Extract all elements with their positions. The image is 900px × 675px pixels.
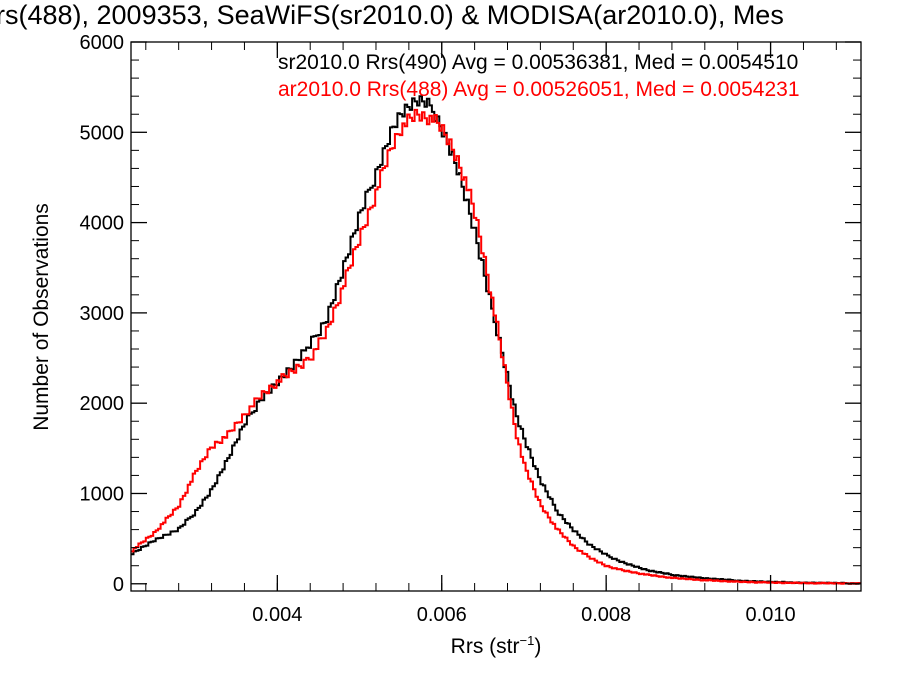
y-tick-label: 2000	[80, 393, 125, 415]
series-line-0	[131, 95, 861, 585]
plot-frame	[130, 41, 862, 592]
legend-entry-ar2010: ar2010.0 Rrs(488) Avg = 0.00526051, Med …	[278, 78, 800, 101]
y-tick-label: 5000	[80, 122, 125, 144]
plot-area: 0.004 0.006 0.008 0.010 0 1000 2000 3000 4000 500…	[80, 32, 862, 626]
axis-ticks: 0.004 0.006 0.008 0.010 0 1000 2000 3000 4000 500…	[80, 32, 861, 626]
x-axis-label: Rrs (str−1)	[451, 633, 542, 658]
x-tick-label: 0.010	[746, 604, 796, 626]
x-tick-label: 0.004	[252, 604, 302, 626]
series-layer	[131, 95, 861, 585]
y-tick-label: 4000	[80, 213, 125, 235]
chart-title: rs(488), 2009353, SeaWiFS(sr2010.0) & MO…	[0, 0, 784, 30]
legend: sr2010.0 Rrs(490) Avg = 0.00536381, Med …	[278, 51, 800, 101]
y-tick-label: 3000	[80, 303, 125, 325]
y-axis-label: Number of Observations	[30, 203, 53, 431]
legend-entry-sr2010: sr2010.0 Rrs(490) Avg = 0.00536381, Med …	[278, 51, 798, 74]
y-tick-label: 6000	[80, 32, 125, 54]
series-line-1	[131, 108, 861, 585]
y-tick-label: 1000	[80, 483, 125, 505]
y-tick-label: 0	[113, 574, 124, 596]
x-tick-label: 0.006	[417, 604, 467, 626]
x-tick-label: 0.008	[581, 604, 631, 626]
